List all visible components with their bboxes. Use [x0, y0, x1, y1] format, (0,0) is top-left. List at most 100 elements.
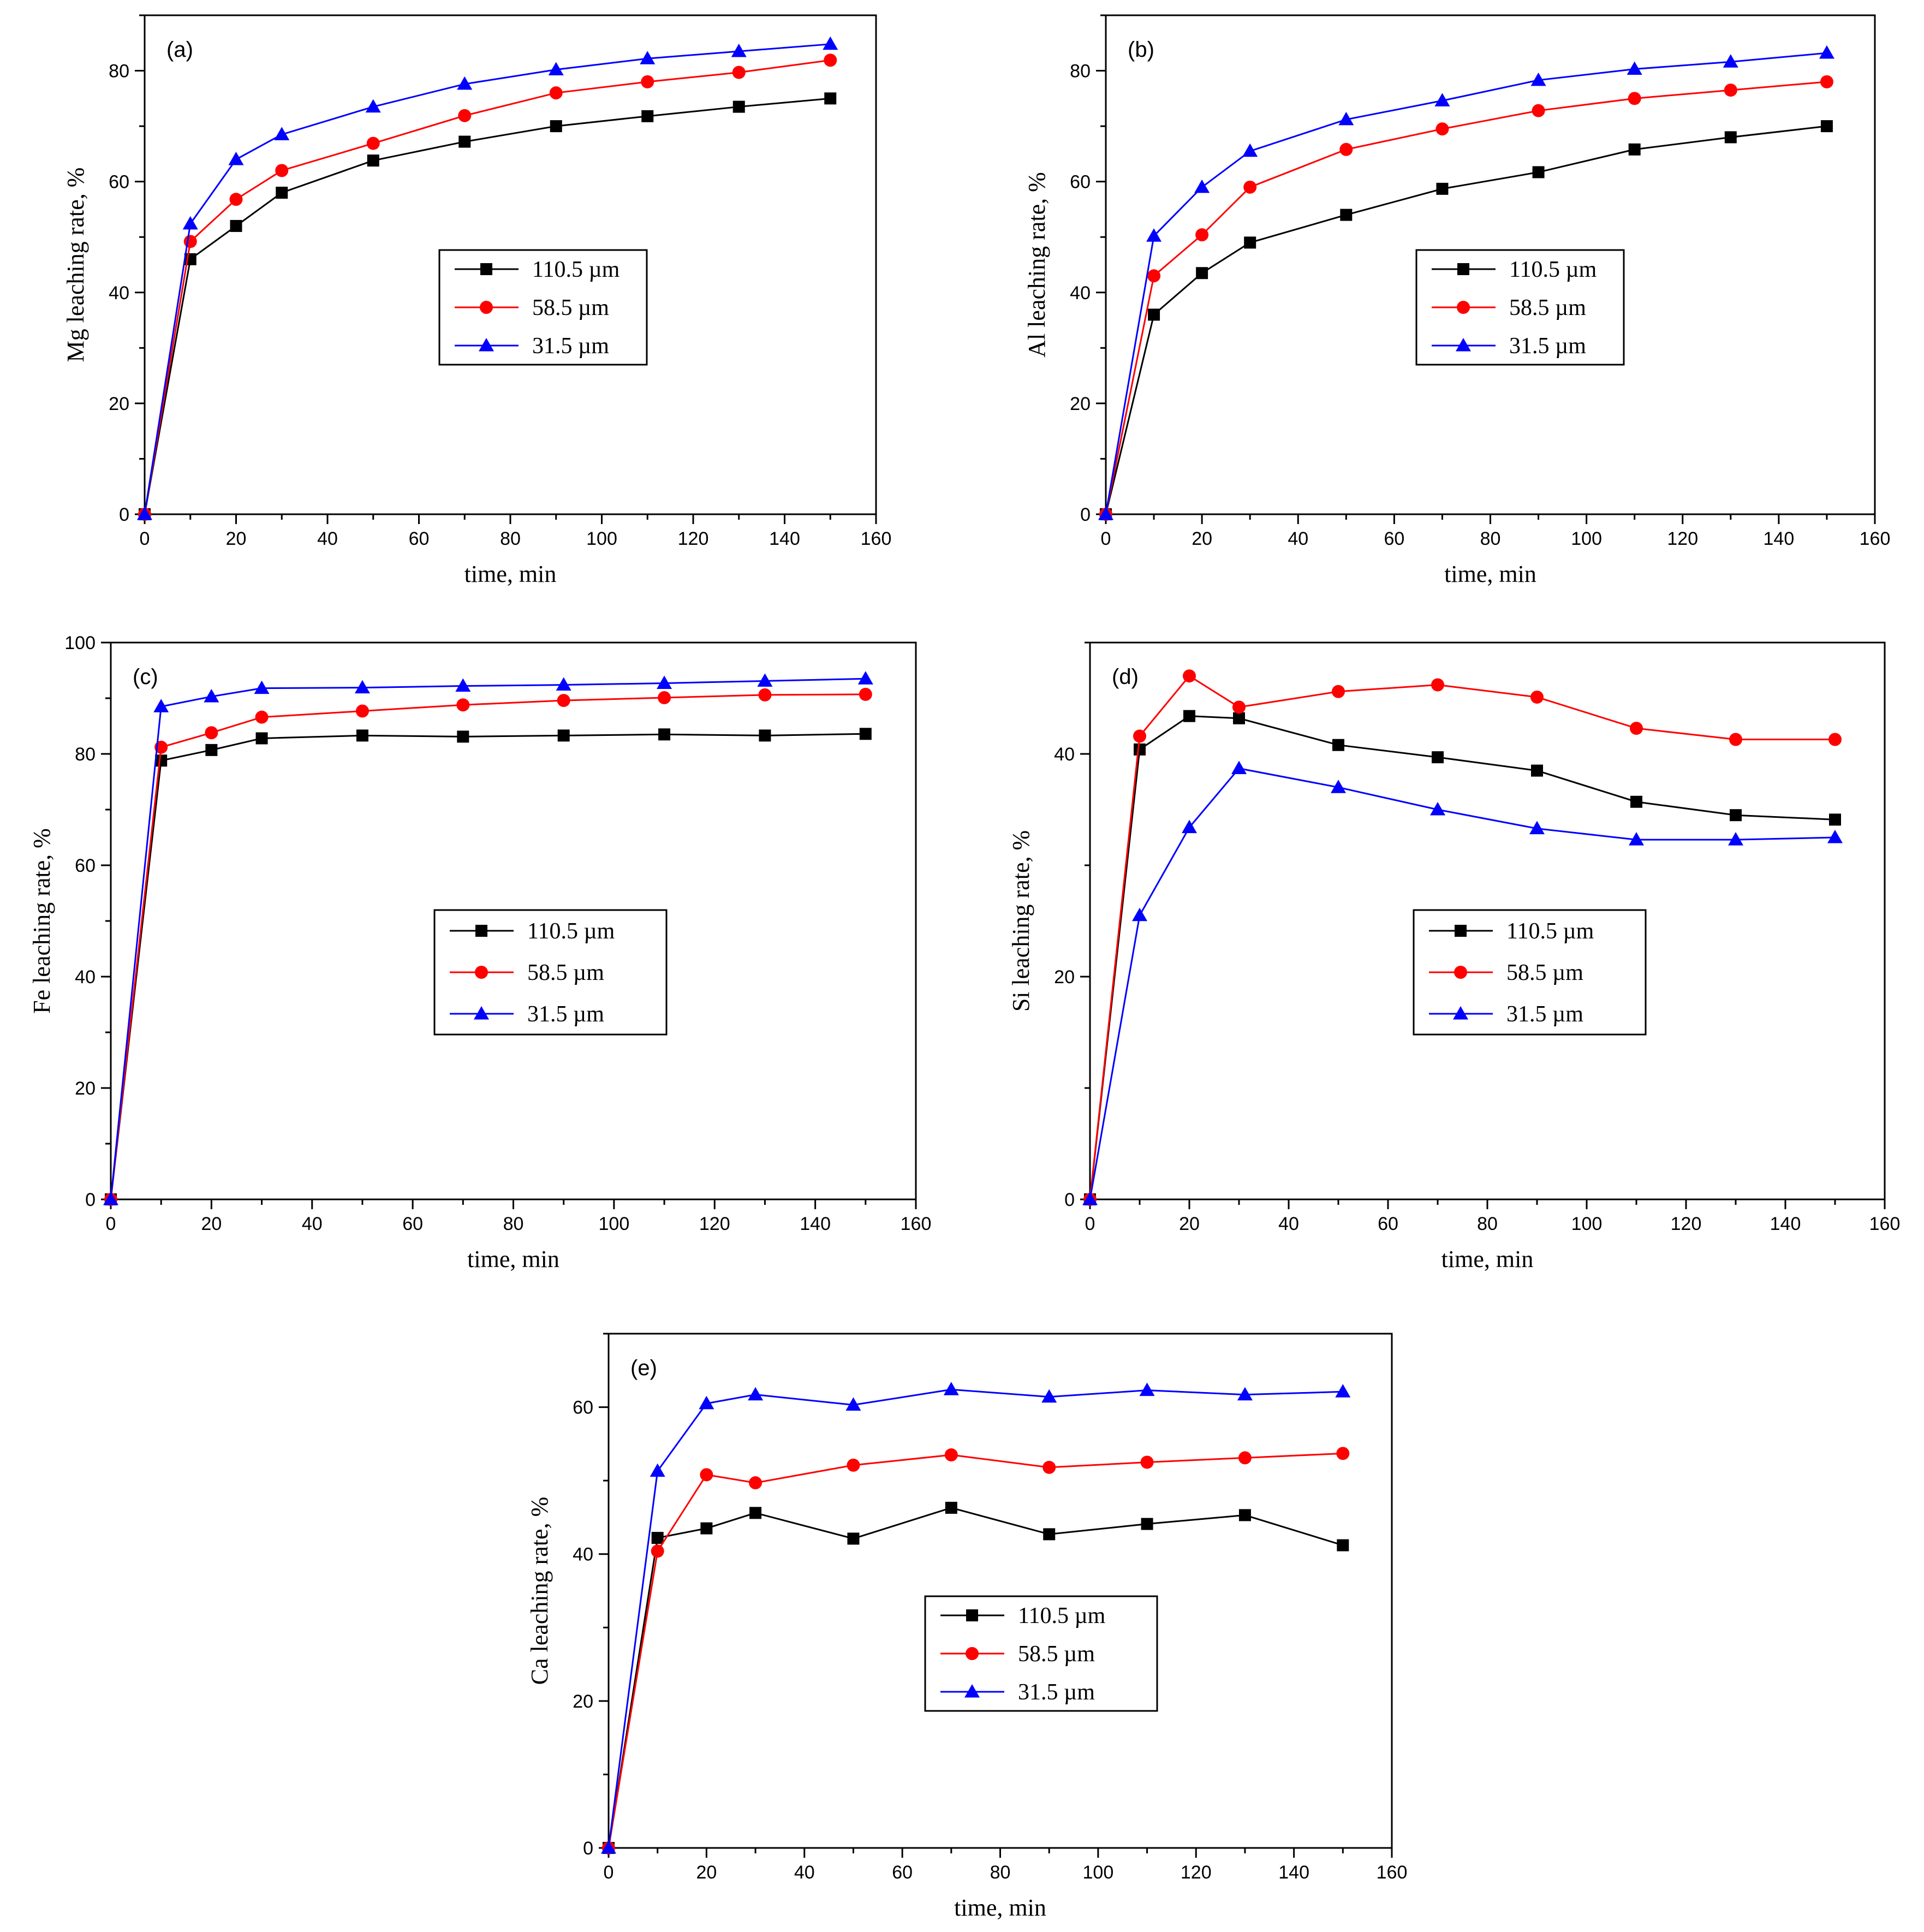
y-tick-label: 0: [85, 1190, 96, 1210]
data-point: [859, 687, 872, 701]
x-tick-label: 60: [892, 1862, 913, 1883]
legend-label: 110.5 µm: [1506, 919, 1594, 944]
data-point: [1340, 209, 1353, 221]
panel-label: (d): [1112, 665, 1139, 689]
data-point: [1183, 669, 1196, 683]
data-point: [1147, 269, 1161, 283]
data-point: [700, 1468, 713, 1482]
y-axis-title: Fe leaching rate, %: [28, 828, 55, 1014]
data-point: [1134, 743, 1146, 756]
legend-label: 58.5 µm: [1018, 1642, 1095, 1667]
data-point: [557, 729, 570, 742]
x-tick-label: 100: [599, 1214, 630, 1234]
data-point: [651, 1532, 664, 1544]
x-tick-label: 120: [678, 528, 709, 549]
x-tick-label: 80: [500, 528, 521, 549]
series-line: [1105, 125, 1827, 515]
data-point: [205, 726, 218, 740]
data-point: [1530, 690, 1544, 704]
data-point: [367, 154, 379, 167]
data-point: [1183, 710, 1195, 722]
legend-label: 110.5 µm: [1509, 257, 1597, 282]
legend-marker: [964, 1684, 980, 1698]
data-point: [1194, 179, 1210, 193]
data-point: [1827, 830, 1843, 843]
data-point: [1531, 764, 1543, 777]
x-axis-title: time, min: [464, 561, 557, 587]
data-point: [943, 1382, 959, 1395]
chart-panel: 0 20 40 60 80 100 120 140 160 0 20 40 60 80 100 time, m…: [28, 633, 931, 1273]
x-tick-label: 140: [1278, 1862, 1309, 1883]
y-tick-label: 100: [64, 633, 96, 653]
x-tick-label: 140: [1764, 528, 1795, 549]
x-tick-label: 100: [1083, 1862, 1114, 1883]
x-axis-title: time, min: [1444, 561, 1536, 587]
data-point: [254, 680, 270, 694]
legend: 110.5 µm 58.5 µm 31.5 µm: [438, 249, 648, 366]
x-tick-label: 0: [1085, 1214, 1095, 1234]
data-point: [731, 44, 747, 57]
data-point: [457, 730, 469, 743]
y-tick-label: 20: [573, 1691, 593, 1712]
data-point: [1140, 1455, 1154, 1469]
data-point: [183, 235, 197, 248]
data-point: [1336, 1447, 1350, 1460]
data-point: [1139, 1382, 1155, 1396]
series-line: [1105, 81, 1827, 515]
legend-label: 58.5 µm: [527, 960, 604, 985]
data-point: [155, 754, 168, 767]
legend-marker: [480, 263, 492, 275]
x-tick-label: 60: [1378, 1214, 1398, 1234]
y-tick-label: 20: [75, 1078, 96, 1099]
legend-label: 110.5 µm: [532, 257, 620, 282]
y-axis-title: Mg leaching rate, %: [62, 168, 89, 362]
data-point: [1728, 832, 1743, 846]
y-tick-label: 0: [583, 1838, 593, 1859]
data-point: [550, 120, 562, 133]
panel-label: (b): [1128, 38, 1154, 62]
series-line: [607, 1452, 1343, 1848]
data-point: [1820, 120, 1833, 133]
x-tick-label: 20: [696, 1862, 717, 1883]
data-point: [356, 729, 368, 742]
y-tick-label: 0: [1064, 1190, 1075, 1210]
legend-label: 110.5 µm: [1018, 1603, 1106, 1628]
legend-marker: [474, 1006, 489, 1020]
data-point: [457, 76, 473, 90]
data-point: [641, 110, 654, 122]
x-tick-label: 20: [201, 1214, 222, 1234]
data-point: [354, 680, 370, 694]
series-line: [110, 733, 866, 1200]
chart-panel: 0 20 40 60 80 100 120 140 160 0 20 40 60 time, min Ca …: [526, 1333, 1407, 1921]
data-point: [1436, 182, 1449, 195]
data-point: [1431, 678, 1444, 692]
data-point: [658, 728, 671, 741]
x-tick-label: 140: [1770, 1214, 1801, 1234]
x-tick-label: 60: [402, 1214, 423, 1234]
y-tick-label: 80: [75, 744, 96, 765]
data-point: [204, 688, 219, 703]
x-axis-title: time, min: [1441, 1246, 1534, 1273]
series-line: [110, 693, 866, 1200]
legend-label: 58.5 µm: [532, 295, 609, 320]
x-axis-title: time, min: [954, 1894, 1046, 1921]
x-tick-label: 80: [503, 1214, 524, 1234]
data-point: [732, 100, 745, 113]
y-tick-label: 0: [119, 504, 129, 525]
legend-marker: [1456, 338, 1471, 352]
x-tick-label: 120: [1181, 1862, 1212, 1883]
data-point: [1238, 1451, 1252, 1465]
y-tick-label: 20: [1054, 967, 1075, 988]
x-tick-label: 120: [699, 1214, 730, 1234]
data-point: [1723, 54, 1738, 68]
data-point: [1098, 507, 1113, 520]
data-point: [1243, 180, 1257, 194]
y-axis-title: Si leaching rate, %: [1008, 830, 1034, 1012]
legend-marker: [1453, 1006, 1468, 1020]
legend-marker: [475, 925, 487, 937]
data-point: [732, 66, 746, 79]
legend-marker: [1455, 925, 1467, 937]
legend-label: 31.5 µm: [1509, 334, 1586, 359]
data-point: [845, 1397, 861, 1411]
